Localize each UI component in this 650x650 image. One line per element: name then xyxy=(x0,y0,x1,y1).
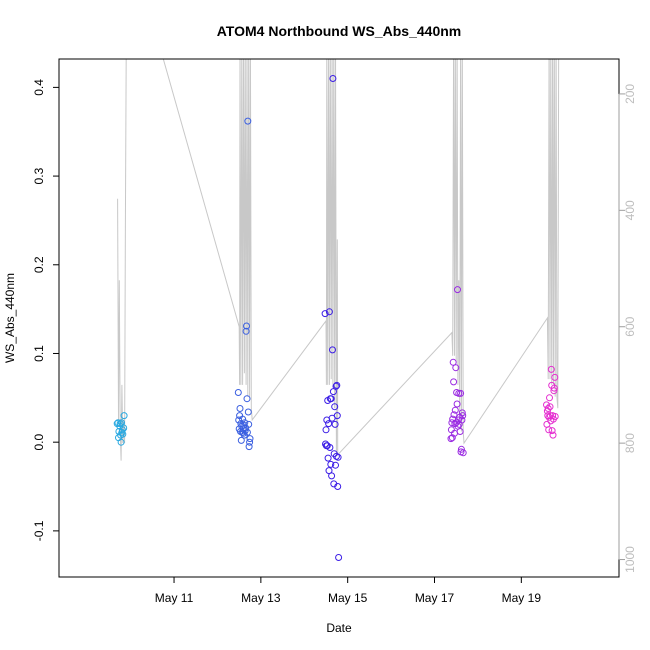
altitude-trace-line xyxy=(117,59,560,461)
data-point xyxy=(452,364,460,372)
data-point xyxy=(244,117,252,125)
data-point xyxy=(450,378,458,386)
data-point xyxy=(447,435,455,443)
data-point xyxy=(545,426,553,434)
x-tick-label: May 15 xyxy=(328,591,368,605)
data-point xyxy=(456,428,464,435)
data-point xyxy=(242,327,250,335)
data-point xyxy=(549,431,557,439)
data-point xyxy=(457,389,465,397)
y-tick-label: 0.0 xyxy=(32,434,46,451)
data-point xyxy=(243,395,251,403)
data-point xyxy=(548,427,556,435)
data-point xyxy=(335,554,343,561)
data-point xyxy=(333,381,341,389)
data-point xyxy=(458,409,466,417)
right-y-tick-label: 800 xyxy=(623,433,637,453)
x-tick-label: May 11 xyxy=(155,591,194,605)
data-point xyxy=(327,395,335,403)
right-y-tick-label: 1000 xyxy=(623,546,637,573)
y-tick-label: 0.3 xyxy=(32,167,46,184)
altitude-trace-layer xyxy=(117,59,560,461)
x-axis-label: Date xyxy=(326,621,352,635)
x-tick-label: May 17 xyxy=(415,591,455,605)
y-axis-label: WS_Abs_440nm xyxy=(3,273,17,363)
data-point xyxy=(244,408,252,416)
data-point xyxy=(236,405,244,412)
right-y-tick-label: 400 xyxy=(623,200,637,220)
data-point xyxy=(331,420,339,428)
data-point xyxy=(321,310,329,318)
data-point xyxy=(117,438,125,446)
data-point xyxy=(245,443,253,451)
y-tick-label: 0.4 xyxy=(32,79,46,96)
data-point xyxy=(448,419,456,427)
x-tick-label: May 19 xyxy=(502,591,542,605)
data-point xyxy=(246,435,254,443)
data-point xyxy=(332,382,340,390)
right-y-tick-label: 200 xyxy=(623,84,637,104)
y-axis: -0.1 0.0 0.1 0.2 0.3 0.4 xyxy=(32,79,60,541)
data-point xyxy=(454,286,461,294)
data-point xyxy=(243,322,250,330)
data-point xyxy=(234,389,242,396)
y-tick-label: -0.1 xyxy=(32,520,46,541)
data-point xyxy=(333,412,341,420)
data-point xyxy=(235,416,243,424)
right-y-tick-label: 600 xyxy=(623,316,637,336)
right-y-axis: 200 400 600 800 1000 xyxy=(618,84,637,573)
data-point xyxy=(322,426,330,434)
data-point xyxy=(116,420,124,428)
x-axis: May 11 May 13 May 15 May 17 May 19 xyxy=(155,576,542,605)
plot-frame xyxy=(58,58,620,578)
data-point xyxy=(551,373,559,381)
data-point xyxy=(331,403,339,411)
data-point xyxy=(120,412,128,420)
data-point xyxy=(243,428,251,436)
y-tick-label: 0.1 xyxy=(32,345,46,362)
data-point xyxy=(334,453,342,461)
data-point xyxy=(325,420,333,428)
data-point xyxy=(544,412,552,420)
data-point xyxy=(458,416,466,424)
data-point xyxy=(246,438,254,446)
data-point xyxy=(245,420,253,428)
data-point xyxy=(551,413,559,420)
data-point xyxy=(237,436,245,444)
data-point xyxy=(324,454,332,462)
chart-title: ATOM4 Northbound WS_Abs_440nm xyxy=(217,23,462,39)
data-point xyxy=(332,461,339,469)
data-point xyxy=(459,412,467,420)
data-point xyxy=(449,358,457,366)
data-point xyxy=(118,426,126,434)
data-point xyxy=(547,365,555,373)
data-point xyxy=(334,483,342,490)
data-point xyxy=(451,406,459,414)
data-point xyxy=(453,400,461,408)
data-point xyxy=(459,449,467,457)
data-point xyxy=(546,403,554,411)
data-point xyxy=(327,460,335,468)
data-point xyxy=(448,434,456,442)
data-point xyxy=(120,424,128,432)
data-point xyxy=(544,405,552,412)
data-point xyxy=(450,411,458,419)
data-point xyxy=(546,394,553,402)
data-point xyxy=(241,419,249,427)
data-point xyxy=(326,444,334,451)
data-point xyxy=(328,472,336,480)
data-point xyxy=(543,401,550,409)
data-point xyxy=(325,308,333,316)
y-tick-label: 0.2 xyxy=(32,256,46,273)
data-points-layer xyxy=(113,75,559,561)
x-tick-label: May 13 xyxy=(241,591,281,605)
data-point xyxy=(241,427,249,435)
data-point xyxy=(550,387,558,395)
data-point xyxy=(329,75,337,82)
data-point xyxy=(457,445,465,453)
data-point xyxy=(550,384,558,392)
data-point xyxy=(329,346,336,354)
